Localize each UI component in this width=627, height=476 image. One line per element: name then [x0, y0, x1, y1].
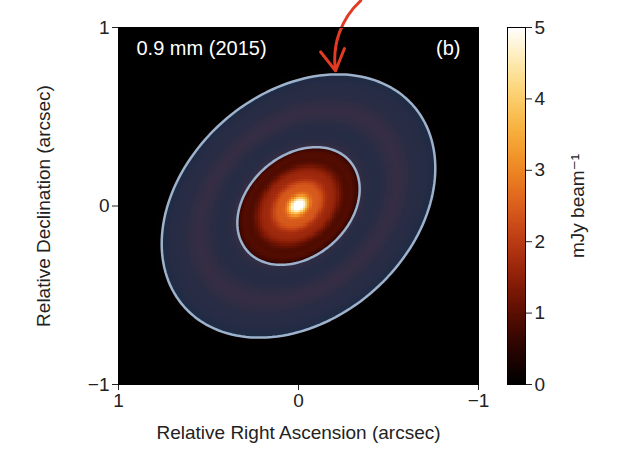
svg-text:0: 0 — [99, 195, 110, 216]
svg-text:4: 4 — [535, 88, 546, 109]
svg-text:−1: −1 — [88, 374, 110, 395]
svg-text:5: 5 — [535, 17, 546, 38]
svg-text:mJy beam⁻¹: mJy beam⁻¹ — [567, 154, 588, 258]
svg-text:−1: −1 — [468, 390, 490, 411]
svg-text:1: 1 — [535, 302, 546, 323]
svg-text:(b): (b) — [436, 37, 460, 59]
svg-text:1: 1 — [99, 17, 110, 38]
svg-text:Relative Right Ascension (arcs: Relative Right Ascension (arcsec) — [156, 422, 440, 443]
svg-text:0.9 mm (2015): 0.9 mm (2015) — [137, 37, 267, 59]
svg-text:1: 1 — [113, 390, 124, 411]
svg-text:0: 0 — [293, 390, 304, 411]
svg-text:0: 0 — [535, 374, 546, 395]
svg-text:2: 2 — [535, 231, 546, 252]
svg-text:3: 3 — [535, 159, 546, 180]
svg-text:Relative Declination (arcsec): Relative Declination (arcsec) — [33, 85, 54, 327]
